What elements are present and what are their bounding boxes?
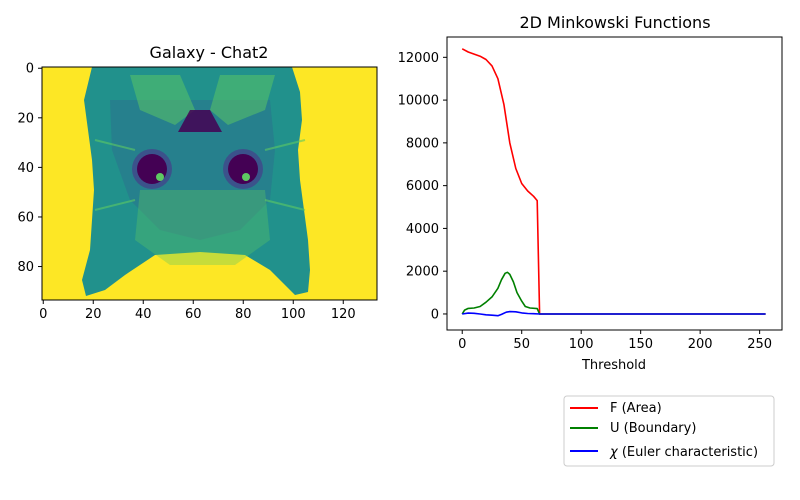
- heatmap-x-ticks: 0 20 40 60 80 100 120: [39, 300, 356, 322]
- line-chart-y-tick-label: 0: [431, 307, 439, 322]
- heatmap-y-tick-label: 60: [17, 210, 34, 225]
- line-chart-y-tick-label: 6000: [406, 179, 439, 194]
- x-axis-label: Threshold: [581, 358, 646, 373]
- cat-forehead-highlight-right: [210, 75, 275, 125]
- line-chart-x-tick-label: 50: [513, 337, 530, 352]
- heatmap-panel: Galaxy - Chat2 0 20 40 60 80 100 120 0: [17, 43, 378, 322]
- series-euler-line: [462, 310, 766, 317]
- heatmap-x-tick-label: 80: [235, 307, 252, 322]
- heatmap-y-ticks: 0 20 40 60 80: [17, 62, 42, 275]
- heatmap-x-tick-label: 60: [185, 307, 202, 322]
- line-chart-y-tick-label: 2000: [406, 265, 439, 280]
- legend-label-euler-symbol: χ: [609, 445, 619, 460]
- minkowski-panel: 2D Minkowski Functions 0 50 100 150 200 250 0…: [398, 13, 783, 373]
- cat-forehead-highlight: [130, 75, 195, 125]
- cat-lower-face: [135, 190, 270, 265]
- line-chart-y-tick-label: 12000: [398, 51, 439, 66]
- heatmap-x-tick-label: 120: [331, 307, 356, 322]
- line-chart-x-tick-label: 150: [628, 337, 653, 352]
- cat-face-shading: [110, 100, 275, 240]
- legend-label-euler-text: (Euler characteristic): [618, 445, 758, 460]
- heatmap-y-tick-label: 20: [17, 111, 34, 126]
- line-chart-y-tick-label: 4000: [406, 222, 439, 237]
- heatmap-frame: [41, 66, 378, 301]
- legend-label-euler: χ (Euler characteristic): [609, 445, 758, 460]
- heatmap-x-tick-label: 20: [85, 307, 102, 322]
- line-chart-x-tick-label: 250: [747, 337, 772, 352]
- line-chart-title: 2D Minkowski Functions: [519, 13, 710, 32]
- line-chart-frame: [446, 36, 783, 331]
- heatmap-x-tick-label: 100: [281, 307, 306, 322]
- heatmap-x-tick-label: 40: [135, 307, 152, 322]
- line-chart-x-ticks: 0 50 100 150 200 250: [458, 330, 772, 352]
- line-chart-x-tick-label: 200: [688, 337, 713, 352]
- heatmap-y-tick-label: 80: [17, 260, 34, 275]
- line-chart-x-tick-label: 100: [569, 337, 594, 352]
- line-chart-y-tick-label: 10000: [398, 94, 439, 109]
- legend-frame: [563, 395, 775, 467]
- legend: F (Area) U (Boundary) χ (Euler character…: [563, 395, 775, 467]
- line-chart-y-tick-label: 8000: [406, 136, 439, 151]
- line-chart-x-tick-label: 0: [458, 337, 466, 352]
- cat-whiskers: [94, 139, 306, 211]
- legend-label-boundary: U (Boundary): [610, 421, 696, 436]
- heatmap-y-tick-label: 0: [26, 62, 34, 77]
- cat-eye-left: [132, 149, 172, 189]
- cat-eye-right: [223, 149, 263, 189]
- heatmap-y-tick-label: 40: [17, 161, 34, 176]
- heatmap-x-tick-label: 0: [39, 307, 47, 322]
- heatmap-image: [42, 67, 377, 300]
- legend-label-area: F (Area): [610, 401, 662, 416]
- line-chart-y-ticks: 0 2000 4000 6000 8000 10000 12000: [398, 51, 447, 322]
- line-chart-series: [461, 48, 766, 317]
- heatmap-title: Galaxy - Chat2: [150, 43, 269, 62]
- cat-nose-bridge: [178, 110, 222, 132]
